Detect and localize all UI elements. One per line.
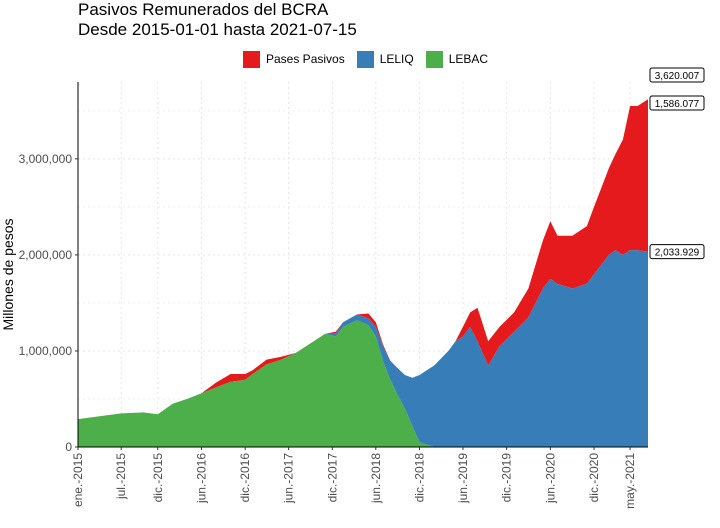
legend-item-leliq: LELIQ [356, 50, 414, 68]
x-tick-label: may.-2021 [623, 453, 637, 509]
y-tick-label: 2,000,000 [19, 248, 73, 262]
x-tick-label: jul.-2015 [114, 453, 128, 500]
x-tick-label: jun.-2017 [282, 453, 296, 504]
x-tick-label: dic.-2015 [151, 453, 165, 503]
y-tick-label: 3,000,000 [19, 152, 73, 166]
y-tick-label: 0 [65, 440, 72, 454]
legend-item-pases: Pases Pasivos [243, 50, 345, 68]
y-tick-label: 1,000,000 [19, 344, 73, 358]
area-pases-pasivos [78, 99, 648, 420]
chart-title-block: Pasivos Remunerados del BCRA Desde 2015-… [78, 0, 357, 40]
x-tick-label: jun.-2019 [456, 453, 470, 504]
x-tick-label: dic.-2020 [587, 453, 601, 503]
x-tick-label: dic.-2016 [238, 453, 252, 503]
x-tick-label: jun.-2020 [543, 453, 557, 504]
x-tick-label: ene.-2015 [71, 453, 85, 507]
legend-swatch-lebac [425, 50, 443, 68]
area-leliq [78, 250, 648, 447]
end-label: 1,586.077 [655, 99, 700, 110]
legend-label-lebac: LEBAC [448, 52, 489, 66]
x-tick-label: dic.-2018 [413, 453, 427, 503]
legend-item-lebac: LEBAC [425, 50, 489, 68]
chart-title: Pasivos Remunerados del BCRA [78, 0, 329, 19]
x-tick-label: jun.-2016 [195, 453, 209, 504]
y-axis-title: Millones de pesos [0, 218, 16, 330]
x-tick-label: dic.-2017 [325, 453, 339, 503]
legend-swatch-leliq [356, 50, 374, 68]
end-label-box [649, 67, 705, 83]
x-tick-label: dic.-2019 [500, 453, 514, 503]
legend-label-pases: Pases Pasivos [266, 52, 345, 66]
end-label: 2,033.929 [655, 248, 700, 259]
chart-subtitle: Desde 2015-01-01 hasta 2021-07-15 [78, 20, 357, 39]
legend-label-leliq: LELIQ [379, 52, 414, 66]
legend-swatch-pases [243, 50, 260, 68]
x-tick-label: jun.-2018 [369, 453, 383, 504]
legend: Pases Pasivos LELIQ LEBAC [243, 50, 500, 68]
end-label-box [649, 95, 705, 111]
area-lebac [78, 320, 648, 447]
end-label-box [649, 244, 705, 260]
end-label: 3,620.007 [655, 71, 700, 82]
